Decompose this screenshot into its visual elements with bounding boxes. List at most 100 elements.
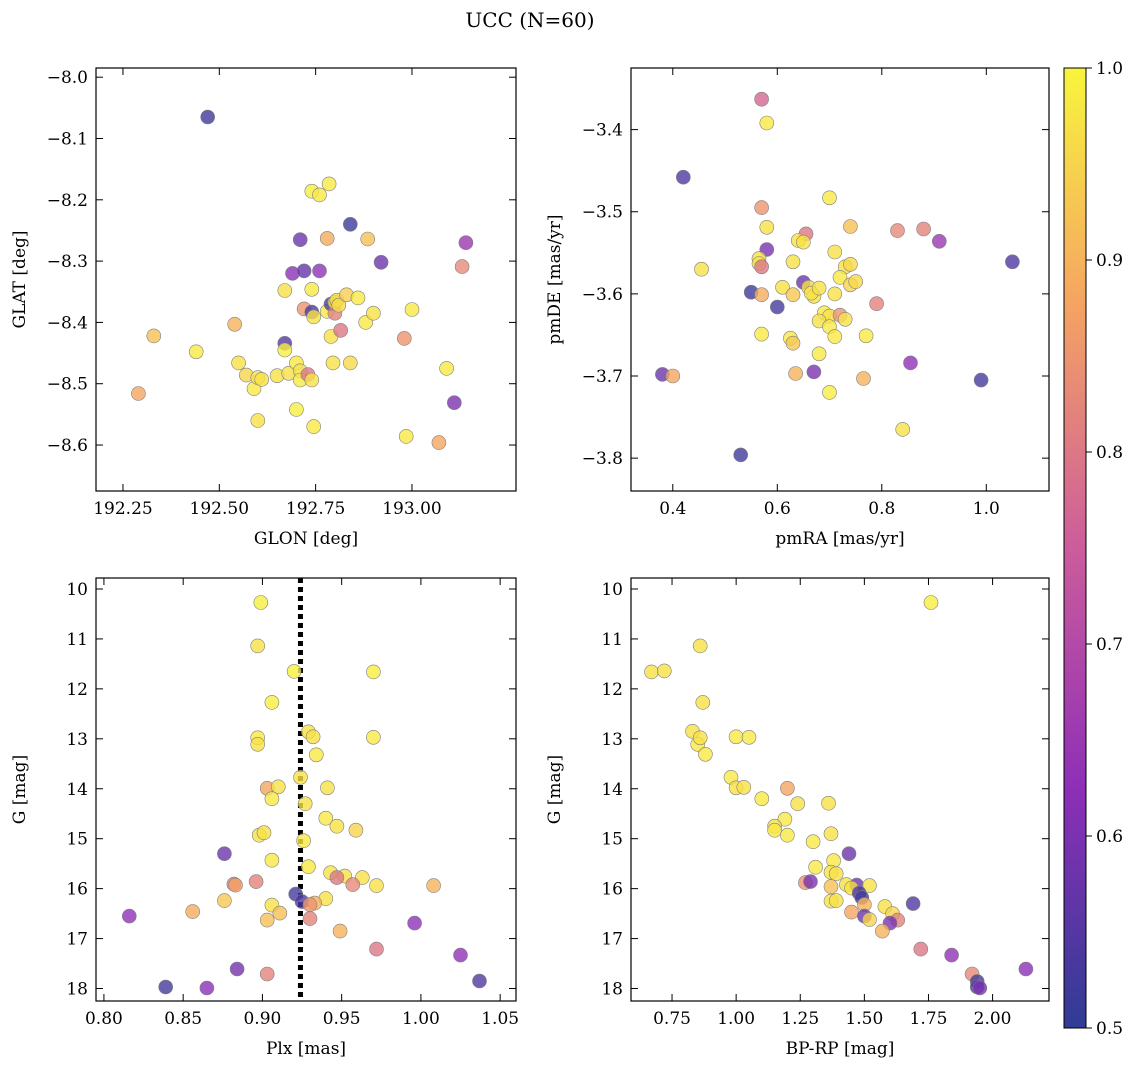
data-point [785,287,801,303]
data-point [256,825,272,841]
data-point [788,366,803,381]
y-axis-label: G [mag] [10,755,30,824]
y-tick-label: −8.5 [47,375,88,395]
data-point [373,254,389,270]
data-point [890,223,905,238]
data-point [158,979,173,995]
data-point [733,447,749,463]
data-point [250,736,266,752]
data-point [321,176,337,192]
y-tick-label: −8.3 [47,252,88,272]
data-point [754,200,769,215]
data-point [822,385,837,400]
x-tick-label: 0.95 [323,1009,361,1029]
data-point [366,729,381,745]
plot-frame [630,577,1050,1002]
data-point [272,905,288,921]
data-point [790,796,806,812]
data-point [407,915,422,931]
data-point [736,779,752,795]
data-point [803,874,818,889]
data-point [306,419,322,434]
x-tick-label: 1.50 [845,1009,883,1029]
data-point [754,287,769,303]
data-point [769,299,785,315]
data-point [200,109,215,125]
data-point [692,638,708,654]
data-point [270,779,286,795]
data-point [775,279,790,295]
y-tick-label: −8.2 [47,191,88,211]
x-tick-label: 192.25 [93,499,152,519]
data-point [304,372,320,388]
y-tick-label: 14 [601,780,623,800]
data-point [319,231,335,246]
y-tick-label: 15 [601,830,623,850]
y-tick-label: 18 [66,980,88,1000]
data-point [780,827,795,843]
x-tick-label: 1.00 [402,1009,440,1029]
y-tick-label: 13 [601,730,623,750]
data-point [199,980,215,996]
data-point [905,896,921,911]
data-point [832,270,848,285]
data-point [350,290,366,306]
data-point [785,254,801,270]
data-point [297,796,313,812]
data-point [228,877,243,893]
colorbar-tick-label: 1.0 [1096,59,1123,79]
data-point [823,826,839,842]
data-point [302,897,318,912]
x-tick-label: 0.85 [164,1009,202,1029]
data-point [675,169,691,185]
data-point [767,822,782,838]
data-point [296,833,311,849]
data-point [453,947,468,963]
data-point [862,878,877,893]
data-point [692,730,708,746]
data-point [259,912,275,928]
data-point [777,811,793,827]
data-point [843,219,858,234]
data-point [264,695,280,710]
y-axis-label: GLAT [deg] [10,230,30,328]
colorbar-tick-label: 0.6 [1096,827,1123,847]
data-point [277,283,293,298]
data-point [426,878,441,893]
data-point [759,220,775,235]
x-tick-label: 1.75 [910,1009,948,1029]
data-point [869,296,884,312]
data-point [811,346,827,362]
colorbar-tick-label: 0.9 [1096,251,1123,271]
x-axis-label: GLON [deg] [254,529,358,549]
data-point [305,729,321,745]
data-point [913,941,929,957]
data-point [217,893,232,908]
data-point [895,422,911,437]
y-tick-label: −8.1 [47,130,88,150]
data-point [304,281,320,297]
data-point [345,877,361,892]
x-tick-label: 1.00 [717,1009,755,1029]
data-point [259,966,275,982]
data-point [286,664,302,679]
x-tick-label: 0.8 [868,499,895,519]
data-point [644,664,659,680]
data-point [785,335,801,351]
data-point [694,261,709,277]
y-tick-label: −3.8 [582,449,623,469]
data-point [741,729,757,745]
data-point [973,372,989,388]
y-tick-label: 18 [601,980,623,1000]
panel-bprp-g: 0.75 1.00 1.25 1.50 1.75 2.00 10 11 12 13 14 15 16 17… [545,577,1050,1059]
y-tick-label: −8.0 [47,68,88,88]
y-tick-label: 16 [601,880,623,900]
data-point [916,221,931,237]
data-point [944,947,959,963]
data-point [811,280,827,296]
data-point [302,911,318,926]
y-tick-label: 17 [66,930,88,950]
y-tick-label: 12 [601,680,623,700]
data-point [332,923,348,939]
x-tick-label: 192.75 [286,499,345,519]
